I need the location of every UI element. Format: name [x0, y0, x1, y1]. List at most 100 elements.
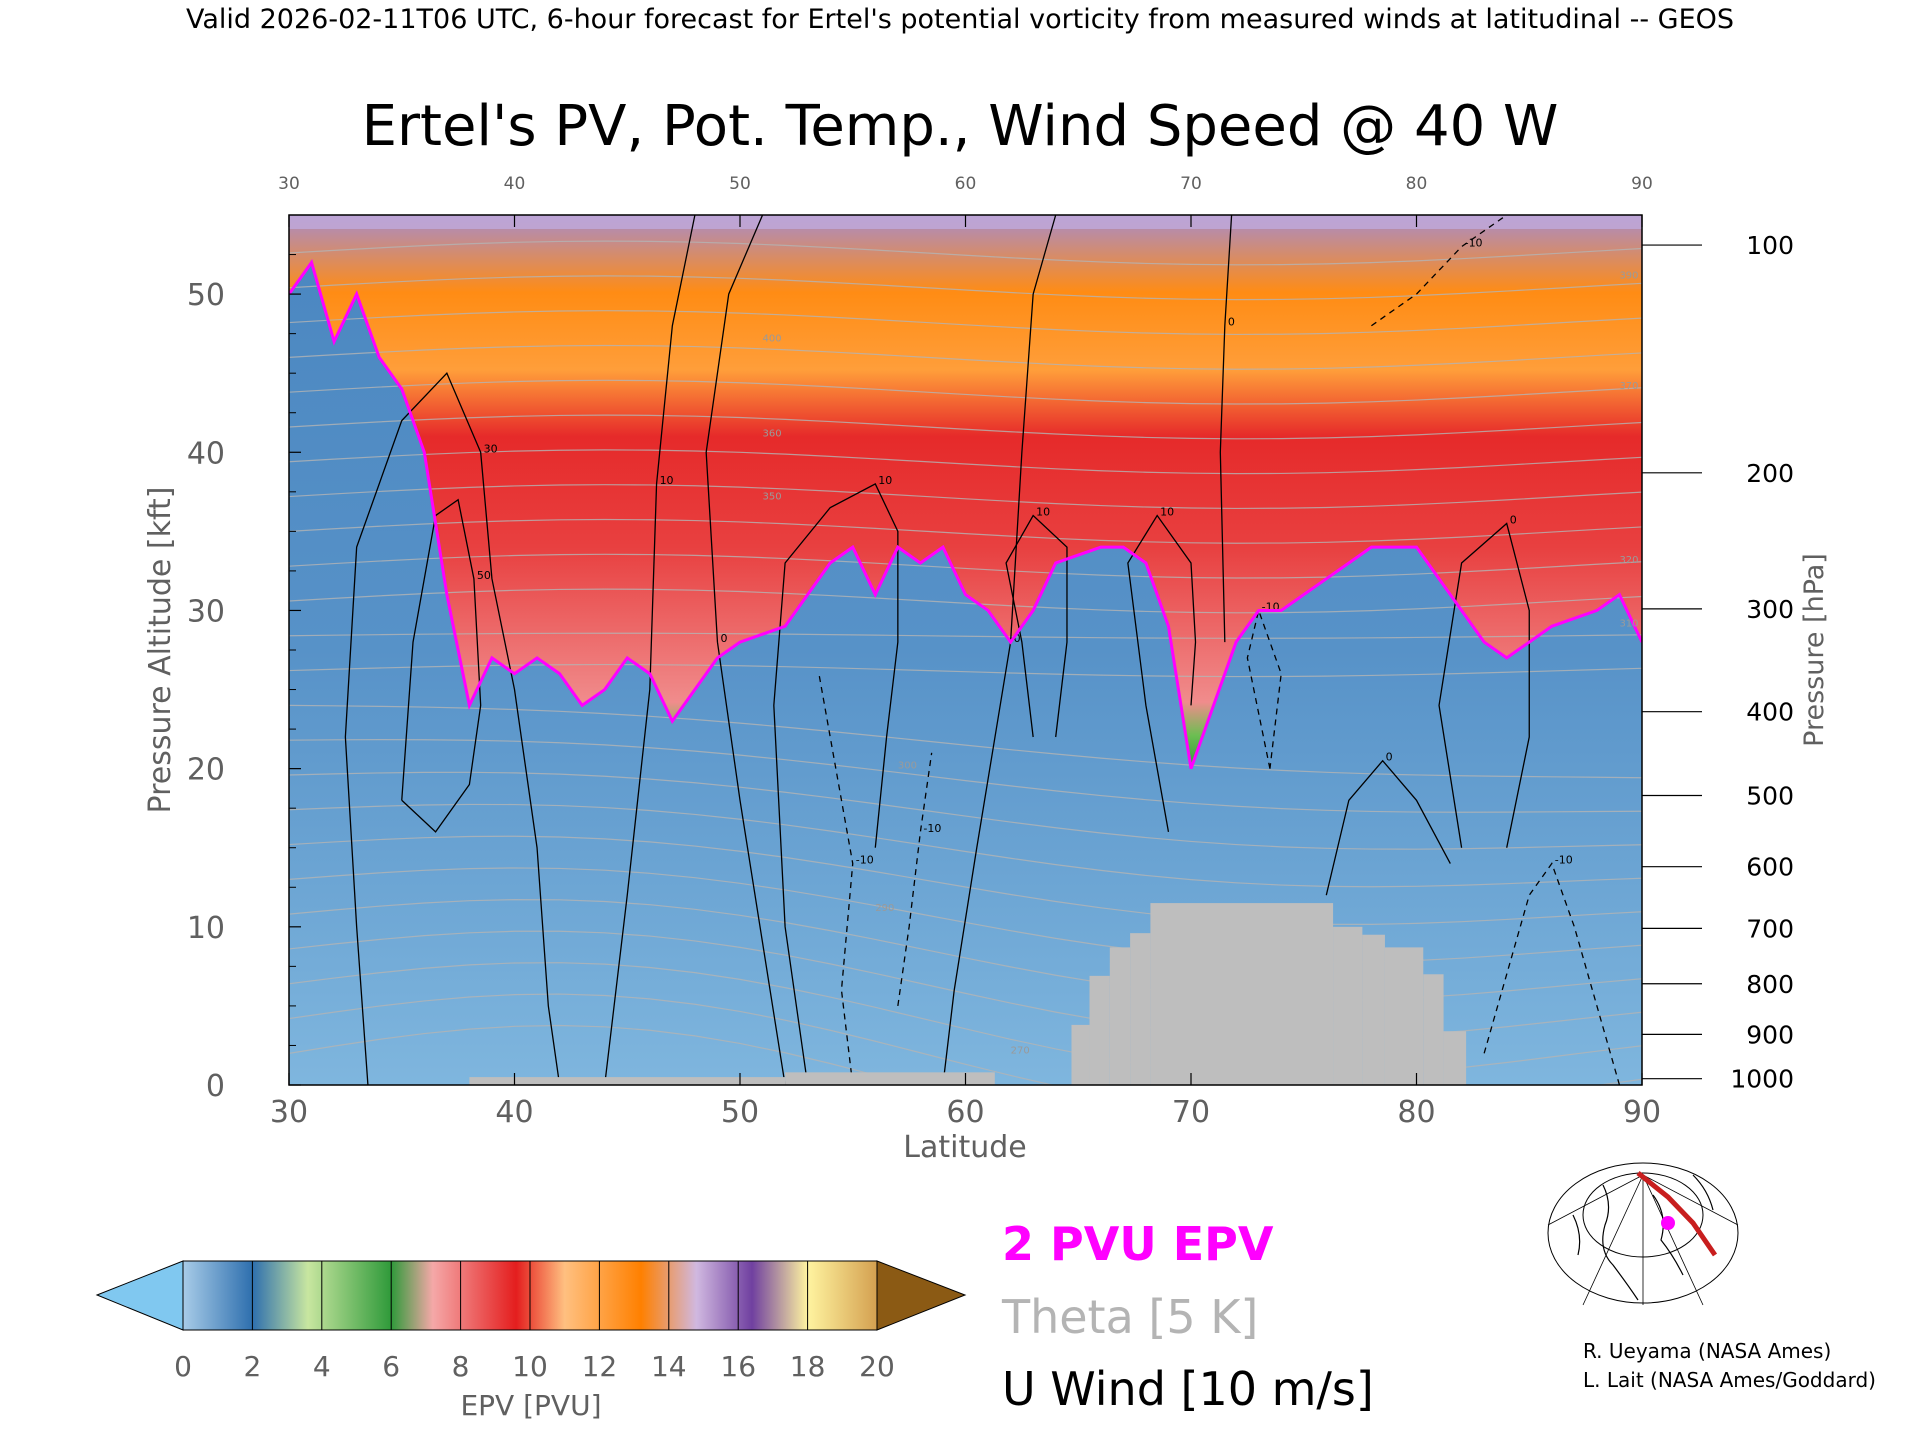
- theta-contour: [289, 588, 1642, 614]
- u-wind-contour: [1005, 514, 1068, 738]
- map-meridian: [1547, 1174, 1739, 1306]
- y-tick-label: 10: [187, 911, 225, 946]
- u-wind-contour-label: 10: [660, 474, 674, 487]
- u-wind-contour-label: 10: [1160, 506, 1174, 519]
- x-tick-label: 70: [1172, 1095, 1210, 1130]
- pressure-tick-label: 500: [1746, 782, 1794, 811]
- u-wind-contour-label: 10: [878, 474, 892, 487]
- theta-contour: [289, 803, 1642, 888]
- theta-contour-label: 400: [763, 334, 782, 345]
- u-wind-contour-label: 50: [477, 569, 491, 582]
- u-wind-contour: [1219, 215, 1233, 643]
- u-wind-contour: [1483, 862, 1621, 1085]
- colorbar-tick-label: 4: [313, 1350, 331, 1383]
- theta-contour: [289, 704, 1642, 779]
- theta-contour-label: 370: [1619, 381, 1638, 392]
- pressure-tick-label: 600: [1746, 853, 1794, 882]
- x-tick-label: 40: [495, 1095, 533, 1130]
- x-top-tick-label: 50: [729, 174, 751, 194]
- colorbar-title: EPV [PVU]: [460, 1389, 601, 1422]
- theta-contour-label: 290: [875, 903, 894, 914]
- pressure-tick-label: 900: [1746, 1020, 1794, 1049]
- colorbar-tick-label: 12: [582, 1350, 618, 1383]
- colorbar-ticks: 0 2 4 6 8 10 12 14 16 18 20: [174, 1261, 895, 1383]
- u-wind-contour: [604, 215, 696, 1085]
- terrain-block: [1333, 926, 1363, 1085]
- theta-contour: [289, 739, 1642, 813]
- theta-contour: [289, 484, 1642, 510]
- y-tick-label: 20: [187, 753, 225, 788]
- map-location-marker: [1661, 1216, 1675, 1230]
- u-wind-contour: [818, 673, 854, 1085]
- u-wind-contour-label: -10: [1465, 237, 1483, 250]
- credit-line-2: L. Lait (NASA Ames/Goddard): [1583, 1368, 1876, 1392]
- u-wind-contour: [401, 498, 482, 833]
- colorbar-tick-label: 10: [512, 1350, 548, 1383]
- x-tick-label: 30: [270, 1095, 308, 1130]
- theta-contour-label: 350: [763, 492, 782, 503]
- theta-contour-label: 300: [898, 761, 917, 772]
- map-transect-line: [1636, 1171, 1718, 1257]
- colorbar-over-arrow: [876, 1260, 967, 1331]
- theta-contours: [289, 240, 1642, 1085]
- colorbar-tick-label: 16: [720, 1350, 756, 1383]
- colorbar-under-arrow: [95, 1260, 184, 1331]
- legend-theta: Theta [5 K]: [1001, 1290, 1258, 1344]
- theta-contour: [289, 663, 1642, 678]
- y2-axis-label: Pressure [hPa]: [1799, 553, 1830, 747]
- colorbar: 0 2 4 6 8 10 12 14 16 18 20 EPV [PVU]: [95, 1260, 967, 1422]
- theta-contour: [289, 414, 1642, 440]
- colorbar-tick-label: 6: [382, 1350, 400, 1383]
- stratosphere-pv-area: [289, 215, 1642, 769]
- terrain-block: [469, 1077, 786, 1085]
- map-background: [1543, 1155, 1740, 1305]
- x-top-tick-label: 30: [278, 174, 300, 194]
- terrain-block: [785, 1072, 995, 1085]
- theta-contour-label: 270: [1011, 1045, 1030, 1056]
- y-tick-label: 0: [206, 1069, 225, 1104]
- u-wind-contour: [1438, 522, 1530, 848]
- y-tick-label: 50: [187, 278, 225, 313]
- y-tick-label: 40: [187, 436, 225, 471]
- colorbar-tick-label: 18: [790, 1350, 826, 1383]
- theta-contour: [289, 344, 1642, 370]
- u-wind-contour: [344, 372, 561, 1085]
- x-top-tick-label: 80: [1406, 174, 1428, 194]
- chart-title: Ertel's PV, Pot. Temp., Wind Speed @ 40 …: [362, 94, 1559, 159]
- location-map: [1543, 1155, 1740, 1306]
- terrain-block: [1071, 1024, 1090, 1085]
- pressure-tick-label: 400: [1746, 698, 1794, 727]
- x-axis-label: Latitude: [903, 1130, 1026, 1165]
- legend-2pvu: 2 PVU EPV: [1002, 1217, 1274, 1271]
- u-wind-contour-label: -10: [923, 822, 941, 835]
- pressure-tick-label: 800: [1746, 970, 1794, 999]
- u-wind-contour-label: -10: [856, 854, 874, 867]
- terrain-block: [1109, 947, 1131, 1085]
- theta-contour-label: 360: [763, 428, 782, 439]
- u-wind-contour-label: 30: [484, 442, 498, 455]
- colorbar-tick-label: 0: [174, 1350, 192, 1383]
- theta-contour: [289, 379, 1642, 405]
- x-top-tick-label: 40: [504, 174, 526, 194]
- axes: 3030404050506060707080809090010203040501…: [187, 174, 1794, 1130]
- colorbar-tick-label: 14: [651, 1350, 687, 1383]
- x-tick-label: 80: [1397, 1095, 1435, 1130]
- terrain-block: [1443, 1031, 1467, 1085]
- theta-contour-label: 310: [1619, 618, 1638, 629]
- theta-contour: [289, 771, 1642, 850]
- pressure-tick-label: 200: [1746, 459, 1794, 488]
- colorbar-tick-label: 8: [452, 1350, 470, 1383]
- terrain-block: [1384, 947, 1424, 1085]
- u-wind-contour-label: 10: [1036, 506, 1050, 519]
- u-wind-contour: [1325, 759, 1451, 896]
- credit-line-1: R. Ueyama (NASA Ames): [1583, 1339, 1831, 1363]
- pressure-tick-label: 700: [1746, 914, 1794, 943]
- theta-contour: [289, 835, 1642, 925]
- theta-contour: [289, 310, 1642, 336]
- u-wind-contour: [773, 483, 899, 1085]
- x-top-tick-label: 60: [955, 174, 977, 194]
- colorbar-tick-label: 20: [859, 1350, 895, 1383]
